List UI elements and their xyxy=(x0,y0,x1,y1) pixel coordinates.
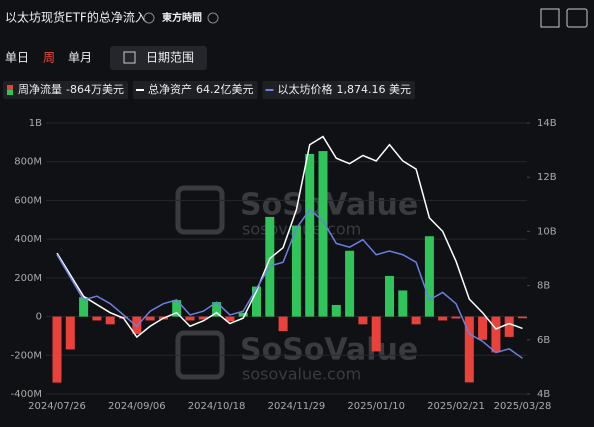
bar xyxy=(105,316,115,325)
bar xyxy=(491,316,501,353)
y2-tick-label: 4B xyxy=(537,389,550,400)
watermark-logo xyxy=(175,185,225,235)
bar xyxy=(238,312,248,317)
timezone: 東方時間 xyxy=(162,11,202,24)
date-range-label: 日期范围 xyxy=(146,51,194,65)
y2-tick-label: 6B xyxy=(537,335,550,346)
bar xyxy=(252,286,261,317)
bar xyxy=(92,316,102,321)
legend-item[interactable]: 以太坊价格 1,874.16 美元 xyxy=(262,81,415,99)
bar xyxy=(424,236,434,317)
legend-item[interactable]: 总净资产 64.2亿美元 xyxy=(132,81,258,99)
legend-swatch xyxy=(7,85,13,90)
y-tick-label: -400M xyxy=(11,389,42,400)
legend-swatch xyxy=(7,90,13,95)
legend-box xyxy=(132,81,258,99)
bar xyxy=(145,316,155,321)
bar xyxy=(518,316,527,319)
bar xyxy=(411,316,421,325)
y-tick-label: 400M xyxy=(14,234,42,245)
bar xyxy=(65,316,75,350)
legend-name: 以太坊价格 xyxy=(277,82,332,96)
bar xyxy=(345,250,355,317)
watermark-site: sosovalue.com xyxy=(242,365,361,384)
x-tick-label: 2025/01/10 xyxy=(347,401,405,412)
bar xyxy=(331,304,341,317)
watermark-brand: SoSoValue xyxy=(240,188,418,223)
x-tick-label: 2025/03/28 xyxy=(494,401,552,412)
bar xyxy=(478,316,488,340)
x-tick-label: 2025/02/21 xyxy=(427,401,485,412)
legend-item[interactable]: 周净流量 -864万美元 xyxy=(3,81,128,99)
period-button[interactable]: 单月 xyxy=(68,51,92,65)
bar xyxy=(371,316,381,352)
y-tick-label: 200M xyxy=(14,273,42,284)
bar xyxy=(504,316,514,337)
y2-tick-label: 8B xyxy=(537,281,550,292)
share-button[interactable] xyxy=(566,8,588,28)
x-tick-label: 2024/09/06 xyxy=(108,401,166,412)
info-icon[interactable] xyxy=(143,12,155,24)
bar xyxy=(398,290,408,317)
bar xyxy=(278,316,288,332)
bar xyxy=(318,151,328,317)
bar xyxy=(464,316,474,383)
bar xyxy=(212,302,222,317)
bar xyxy=(305,153,315,317)
y-tick-label: 1B xyxy=(29,118,42,129)
y-tick-label: 600M xyxy=(14,195,42,206)
bar xyxy=(358,316,368,325)
title: 以太坊现货ETF的总净流入 xyxy=(5,10,147,25)
y2-tick-label: 12B xyxy=(537,172,557,183)
bar xyxy=(225,316,235,322)
y2-tick-label: 14B xyxy=(537,118,557,129)
legend-value: -864万美元 xyxy=(66,83,124,96)
line xyxy=(56,135,523,339)
legend-box xyxy=(3,81,128,99)
legend-value: 1,874.16 美元 xyxy=(336,83,410,96)
calendar-icon xyxy=(123,51,136,64)
bar xyxy=(185,316,195,321)
bar xyxy=(451,316,461,319)
period-button[interactable]: 单日 xyxy=(5,51,29,65)
y-tick-label: 800M xyxy=(14,157,42,168)
bar xyxy=(291,225,301,317)
bar xyxy=(172,300,182,317)
watermark-brand: SoSoValue xyxy=(240,333,418,368)
bar xyxy=(385,275,394,317)
bar xyxy=(79,297,89,317)
x-tick-label: 2024/11/29 xyxy=(268,401,326,412)
y-tick-label: 0 xyxy=(36,312,42,323)
x-tick-label: 2024/07/26 xyxy=(28,401,86,412)
x-tick-label: 2024/10/18 xyxy=(188,401,246,412)
info-icon[interactable] xyxy=(207,12,219,24)
legend-name: 周净流量 xyxy=(18,82,62,96)
legend-box xyxy=(262,81,415,99)
watermark-site: sosovalue.com xyxy=(242,220,361,239)
bar xyxy=(52,316,62,383)
line xyxy=(56,208,523,359)
legend-name: 总净资产 xyxy=(148,82,192,96)
y2-tick-label: 10B xyxy=(537,226,557,237)
fullscreen-button[interactable] xyxy=(540,8,560,28)
legend-value: 64.2亿美元 xyxy=(196,83,254,96)
period-button[interactable]: 周 xyxy=(43,51,55,65)
bar xyxy=(438,316,448,321)
y-tick-label: -200M xyxy=(11,350,42,361)
bar xyxy=(198,316,208,320)
